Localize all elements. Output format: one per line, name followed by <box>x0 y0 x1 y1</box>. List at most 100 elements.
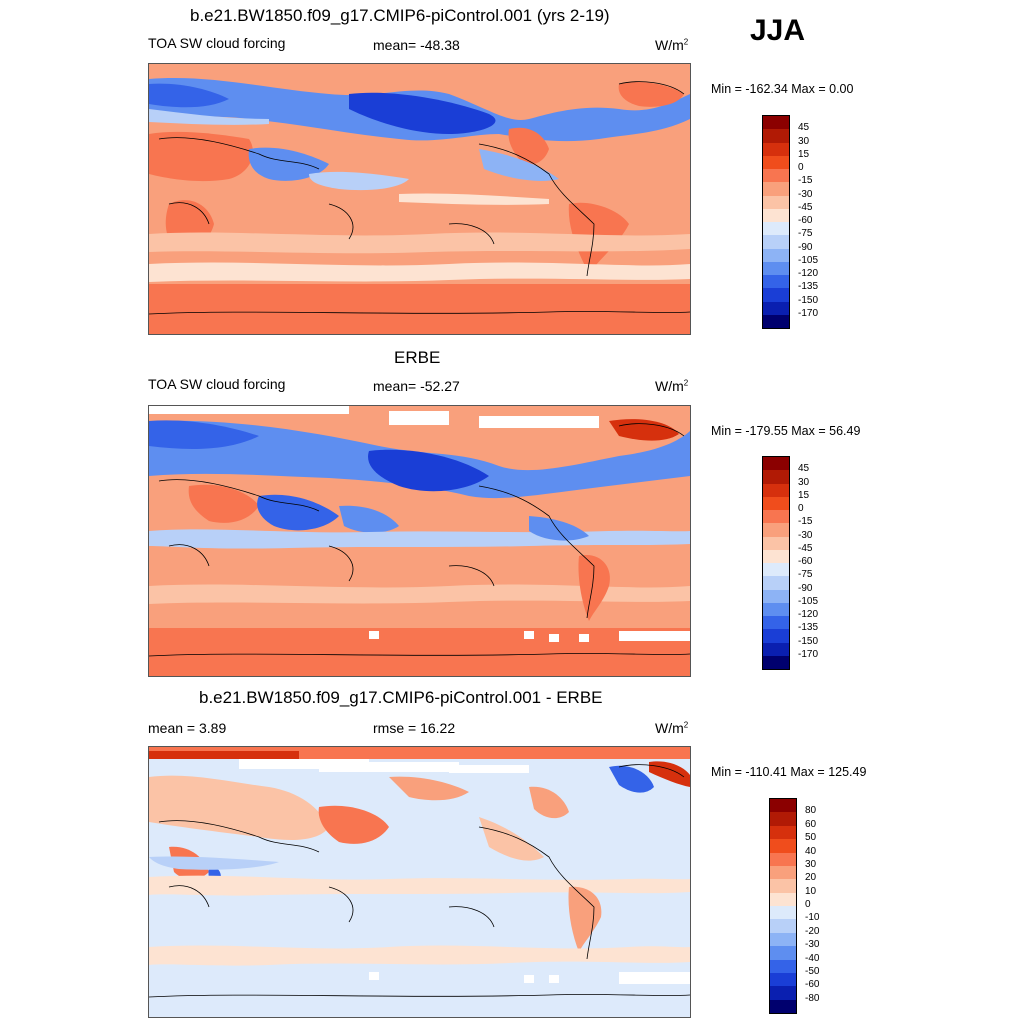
colorbar-tick-label: 15 <box>798 148 810 160</box>
colorbar-tick-label: -45 <box>798 542 813 554</box>
panel2-minmax: Min = -179.55 Max = 56.49 <box>711 424 861 438</box>
colorbar-swatch <box>763 208 789 222</box>
colorbar-swatch <box>763 602 789 616</box>
colorbar-tick-label: -135 <box>798 622 819 634</box>
colorbar-swatch <box>763 261 789 275</box>
colorbar-tick-label: -45 <box>798 201 813 213</box>
colorbar-tick-label: -40 <box>805 952 820 964</box>
colorbar-tick-label: 30 <box>798 476 810 488</box>
colorbar-swatch <box>763 496 789 510</box>
colorbar-swatch <box>763 470 789 484</box>
colorbar-swatch <box>770 932 796 947</box>
colorbar-tick-label: -90 <box>798 582 813 594</box>
colorbar-tick-label: -150 <box>798 635 819 647</box>
colorbar-tick-label: -60 <box>805 979 820 991</box>
panel3-map <box>148 746 691 1018</box>
panel1-colorbar-swatches <box>762 115 790 329</box>
panel3-rmse-label: rmse = 16.22 <box>373 720 456 736</box>
colorbar-tick-label: 15 <box>798 489 810 501</box>
panel1-units: W/m2 <box>655 37 689 53</box>
colorbar-swatch <box>763 235 789 249</box>
colorbar-tick-label: 40 <box>805 845 817 857</box>
colorbar-swatch <box>763 195 789 209</box>
colorbar-swatch <box>770 946 796 960</box>
colorbar-tick-label: 0 <box>805 899 811 910</box>
colorbar-tick-label: -75 <box>798 228 813 240</box>
colorbar-tick-label: 45 <box>798 122 810 134</box>
colorbar-tick-label: 30 <box>798 135 810 147</box>
colorbar-tick-label: -75 <box>798 569 813 581</box>
panel1-minmax: Min = -162.34 Max = 0.00 <box>711 82 854 96</box>
colorbar-swatch <box>763 616 789 630</box>
colorbar-swatch <box>763 457 789 471</box>
colorbar-swatch <box>763 182 789 196</box>
colorbar-swatch <box>763 222 789 236</box>
colorbar-swatch <box>770 999 796 1013</box>
colorbar-swatch <box>763 576 789 590</box>
colorbar-swatch <box>770 972 796 987</box>
colorbar-tick-label: 0 <box>798 162 804 173</box>
colorbar-tick-label: -10 <box>805 912 820 924</box>
colorbar-tick-label: -105 <box>798 595 819 607</box>
panel2-colorbar-swatches <box>762 456 790 670</box>
colorbar-swatch <box>770 892 796 906</box>
panel2-colorbar: 45 30 15 0 -15 -30 -45 -60 -75 -90 -105 -120 -135 -15… <box>762 456 862 670</box>
panel3-mean-label: mean = 3.89 <box>148 720 227 736</box>
panel3-colorbar-swatches <box>769 798 797 1014</box>
colorbar-tick-label: -30 <box>798 529 813 541</box>
colorbar-swatch <box>763 169 789 183</box>
colorbar-tick-label: -20 <box>805 925 820 937</box>
colorbar-tick-label: -135 <box>798 281 819 293</box>
colorbar-tick-label: -30 <box>805 939 820 951</box>
colorbar-swatch <box>763 563 789 577</box>
colorbar-swatch <box>763 549 789 563</box>
colorbar-swatch <box>770 879 796 893</box>
panel2-field-label: TOA SW cloud forcing <box>148 376 286 392</box>
colorbar-swatch <box>763 536 789 550</box>
panel1-map-graphic <box>149 64 690 334</box>
colorbar-tick-label: -170 <box>798 648 819 660</box>
colorbar-swatch <box>763 314 789 328</box>
colorbar-swatch <box>770 812 796 826</box>
panel3-colorbar: 80 60 50 40 30 20 10 0 -10 -20 -30 -40 -50 -60 -80 <box>769 798 869 1014</box>
colorbar-swatch <box>770 986 796 1000</box>
colorbar-swatch <box>770 852 796 866</box>
colorbar-tick-label: -105 <box>798 254 819 266</box>
panel2-map-graphic <box>149 406 690 676</box>
colorbar-tick-label: -30 <box>798 188 813 200</box>
colorbar-swatch <box>763 275 789 289</box>
panel2-title: ERBE <box>394 348 441 367</box>
colorbar-tick-label: 10 <box>805 885 817 897</box>
colorbar-tick-label: 80 <box>805 805 817 817</box>
panel1-field-label: TOA SW cloud forcing <box>148 35 286 51</box>
colorbar-swatch <box>763 483 789 497</box>
colorbar-swatch <box>763 510 789 524</box>
season-label: JJA <box>750 14 806 47</box>
colorbar-tick-label: 20 <box>805 872 817 884</box>
colorbar-swatch <box>770 839 796 853</box>
colorbar-swatch <box>763 142 789 156</box>
colorbar-tick-label: 45 <box>798 463 810 475</box>
colorbar-swatch <box>763 642 789 656</box>
colorbar-tick-label: 60 <box>805 818 817 830</box>
panel1-title: b.e21.BW1850.f09_g17.CMIP6-piControl.001… <box>190 6 610 25</box>
colorbar-tick-label: -170 <box>798 307 819 319</box>
panel2-map <box>148 405 691 677</box>
colorbar-swatch <box>763 589 789 603</box>
panel3-map-graphic <box>149 747 690 1017</box>
colorbar-swatch <box>763 301 789 315</box>
colorbar-tick-label: -120 <box>798 268 819 279</box>
colorbar-swatch <box>763 129 789 143</box>
colorbar-tick-label: -15 <box>798 175 813 187</box>
panel3-units: W/m2 <box>655 720 689 736</box>
colorbar-swatch <box>763 655 789 669</box>
panel1-colorbar: 45 30 15 0 -15 -30 -45 -60 -75 -90 -105 -120 -135 -15… <box>762 115 862 329</box>
colorbar-swatch <box>770 906 796 920</box>
colorbar-swatch <box>763 248 789 262</box>
panel1-map <box>148 63 691 335</box>
colorbar-tick-label: -50 <box>805 965 820 977</box>
colorbar-swatch <box>770 959 796 973</box>
panel2-units: W/m2 <box>655 378 689 394</box>
colorbar-tick-label: -15 <box>798 516 813 528</box>
colorbar-swatch <box>763 155 789 169</box>
